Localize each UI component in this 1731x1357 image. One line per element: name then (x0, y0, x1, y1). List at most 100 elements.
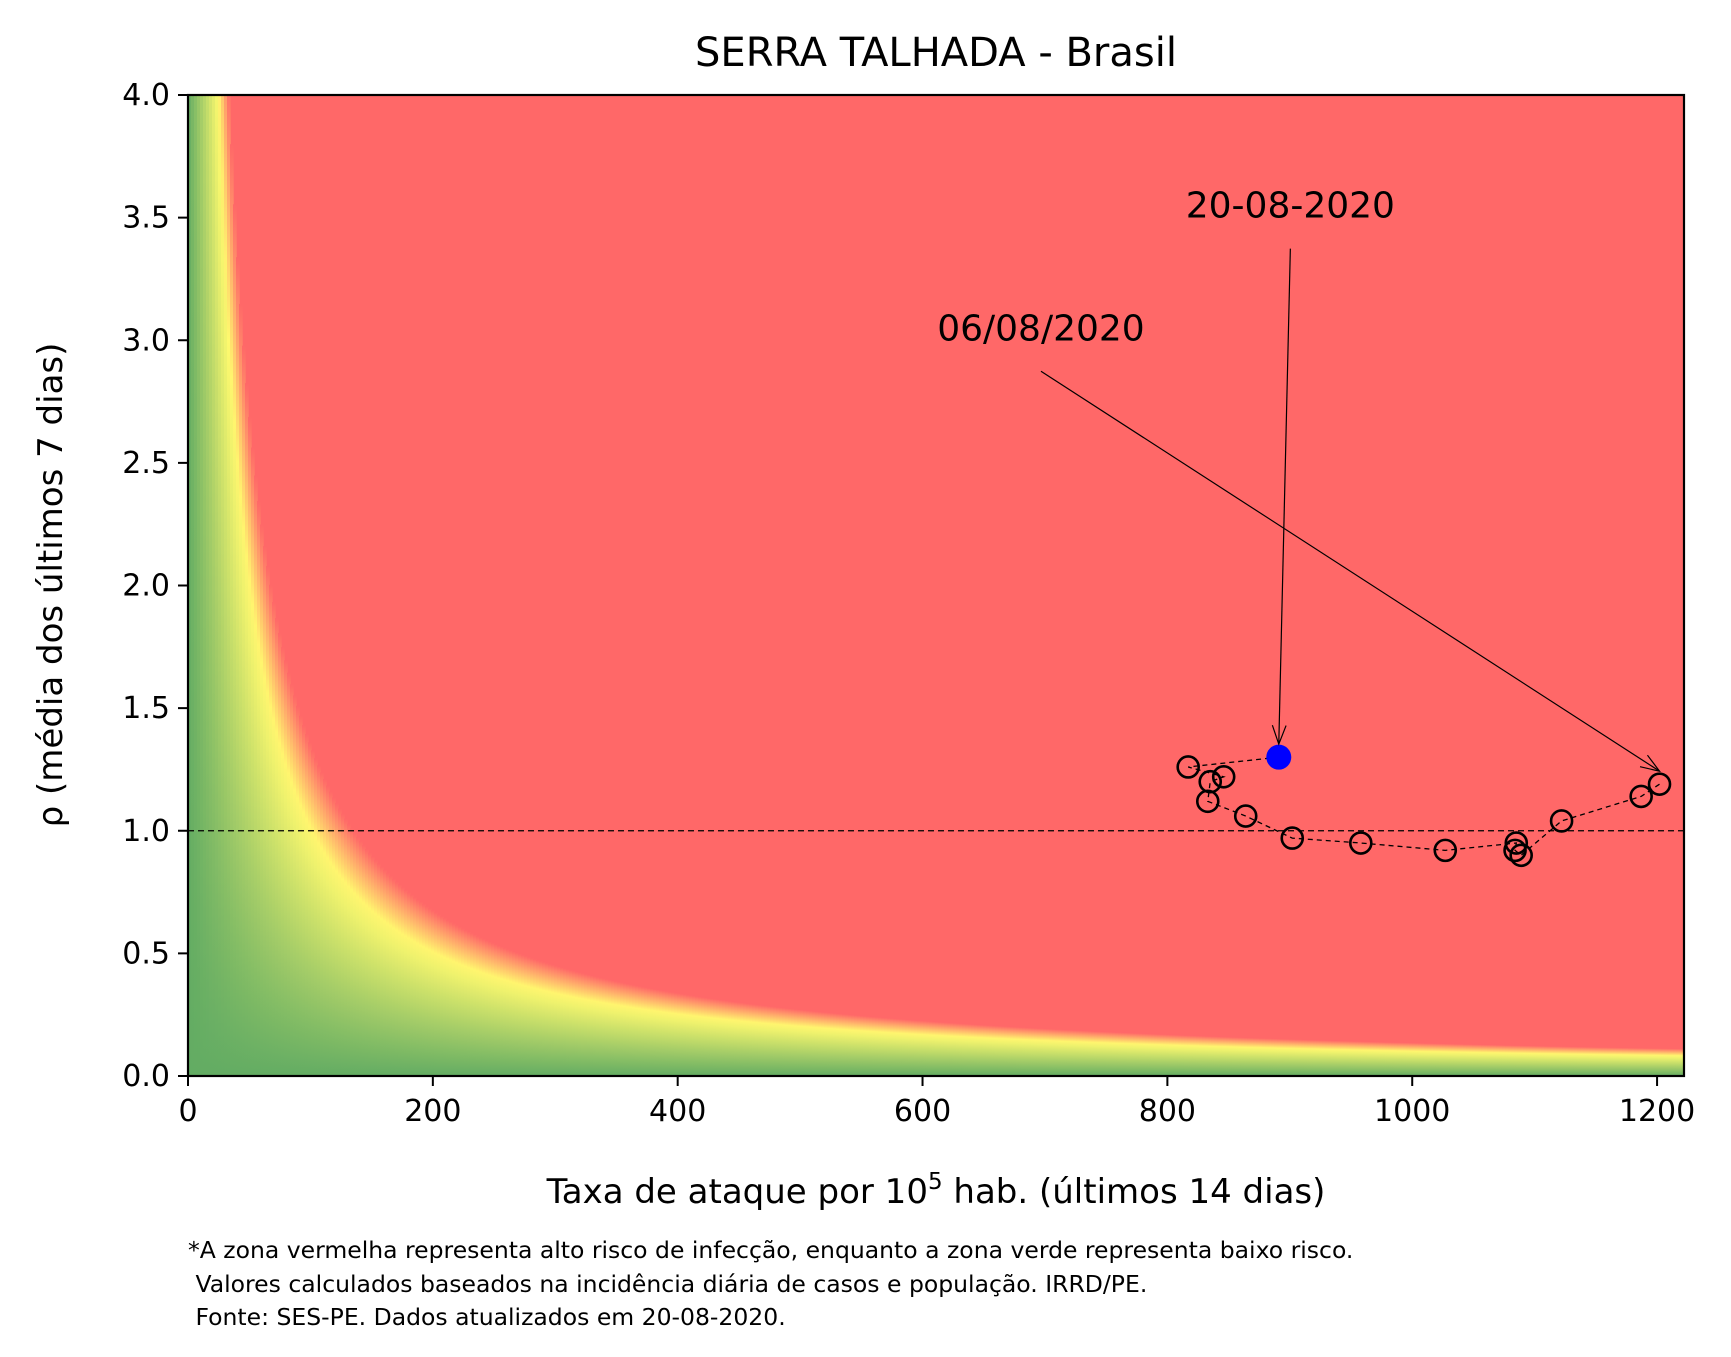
gradient-strip (1301, 1039, 1305, 1076)
gradient-strip (1568, 1046, 1572, 1076)
x-tick-label: 200 (404, 1094, 461, 1129)
gradient-strip (1139, 1033, 1143, 1076)
x-tick-label: 0 (178, 1094, 197, 1129)
gradient-strip (572, 970, 576, 1076)
gradient-strip (332, 797, 336, 1076)
gradient-strip (1085, 1030, 1089, 1076)
gradient-strip (1268, 1038, 1272, 1076)
gradient-strip (1133, 1033, 1137, 1076)
gradient-strip (1433, 1043, 1437, 1076)
gradient-strip (986, 1025, 990, 1076)
gradient-strip (458, 926, 462, 1076)
gradient-strip (344, 818, 348, 1076)
gradient-strip (1472, 1044, 1476, 1076)
gradient-strip (539, 961, 543, 1076)
gradient-strip (629, 984, 633, 1076)
gradient-strip (1466, 1044, 1470, 1076)
gradient-strip (1232, 1037, 1236, 1076)
gradient-strip (620, 982, 624, 1076)
gradient-strip (1508, 1045, 1512, 1076)
gradient-strip (1175, 1034, 1179, 1076)
gradient-strip (251, 447, 255, 1076)
gradient-strip (260, 524, 264, 1076)
gradient-strip (317, 765, 321, 1076)
gradient-strip (1424, 1043, 1428, 1076)
gradient-strip (1526, 1045, 1530, 1076)
gradient-strip (215, 95, 219, 1076)
y-tick-label: 3.0 (122, 323, 170, 358)
gradient-strip (1667, 1048, 1671, 1076)
gradient-strip (1244, 1037, 1248, 1076)
gradient-strip (1229, 1037, 1233, 1076)
gradient-strip (1022, 1027, 1026, 1076)
gradient-strip (950, 1022, 954, 1076)
gradient-strip (236, 257, 240, 1076)
gradient-strip (1151, 1033, 1155, 1076)
gradient-strip (956, 1023, 960, 1076)
annotation-label: 06/08/2020 (937, 308, 1145, 349)
gradient-strip (1487, 1044, 1491, 1076)
y-tick-label: 1.5 (122, 691, 170, 726)
gradient-strip (359, 841, 363, 1076)
gradient-strip (1262, 1038, 1266, 1076)
gradient-strip (941, 1022, 945, 1076)
gradient-strip (1538, 1046, 1542, 1076)
gradient-strip (878, 1017, 882, 1076)
gradient-strip (1259, 1038, 1263, 1076)
gradient-strip (875, 1017, 879, 1076)
gradient-strip (1172, 1034, 1176, 1076)
gradient-strip (1493, 1044, 1497, 1076)
annotations: 06/08/2020 20-08-2020 (937, 186, 1661, 773)
gradient-strip (296, 705, 300, 1076)
gradient-strip (1142, 1033, 1146, 1076)
gradient-strip (1247, 1037, 1251, 1076)
gradient-strip (1007, 1026, 1011, 1076)
gradient-strip (434, 912, 438, 1076)
gradient-strip (998, 1026, 1002, 1076)
gradient-strip (491, 942, 495, 1076)
gradient-strip (695, 996, 699, 1076)
gradient-strip (212, 95, 216, 1076)
gradient-strip (707, 998, 711, 1076)
gradient-strip (1169, 1034, 1173, 1076)
data-point (1433, 838, 1458, 863)
gradient-strip (1625, 1047, 1629, 1076)
gradient-strip (1202, 1036, 1206, 1076)
gradient-strip (1103, 1031, 1107, 1076)
gradient-strip (1619, 1047, 1623, 1076)
gradient-strip (1178, 1035, 1182, 1076)
data-point (1629, 784, 1653, 809)
y-axis-title: ρ (média dos últimos 7 dias) (31, 343, 71, 828)
gradient-strip (731, 1001, 735, 1076)
gradient-strip (1481, 1044, 1485, 1076)
gradient-strip (1361, 1041, 1365, 1076)
gradient-strip (722, 1000, 726, 1076)
gradient-strip (494, 944, 498, 1076)
gradient-strip (1319, 1040, 1323, 1076)
gradient-strip (419, 901, 423, 1076)
gradient-strip (401, 887, 405, 1076)
gradient-strip (554, 965, 558, 1076)
gradient-strip (515, 952, 519, 1076)
x-tick-label: 800 (1139, 1094, 1196, 1129)
gradient-strip (206, 95, 210, 1076)
gradient-strip (1400, 1042, 1404, 1076)
gradient-strip (509, 950, 513, 1076)
gradient-strip (920, 1020, 924, 1076)
gradient-strip (1388, 1042, 1392, 1076)
gradient-strip (881, 1017, 885, 1076)
gradient-strip (1049, 1029, 1053, 1076)
gradient-strip (1529, 1045, 1533, 1076)
gradient-strip (1586, 1047, 1590, 1076)
gradient-strip (584, 974, 588, 1076)
gradient-strip (1148, 1033, 1152, 1076)
gradient-strip (1337, 1040, 1341, 1076)
gradient-strip (194, 95, 198, 1076)
gradient-strip (800, 1009, 804, 1076)
y-tick-label: 0.5 (122, 936, 170, 971)
gradient-strip (1196, 1035, 1200, 1076)
gradient-strip (362, 845, 366, 1076)
gradient-strip (1658, 1048, 1662, 1076)
x-tick-label: 1200 (1619, 1094, 1695, 1129)
gradient-strip (1463, 1044, 1467, 1076)
